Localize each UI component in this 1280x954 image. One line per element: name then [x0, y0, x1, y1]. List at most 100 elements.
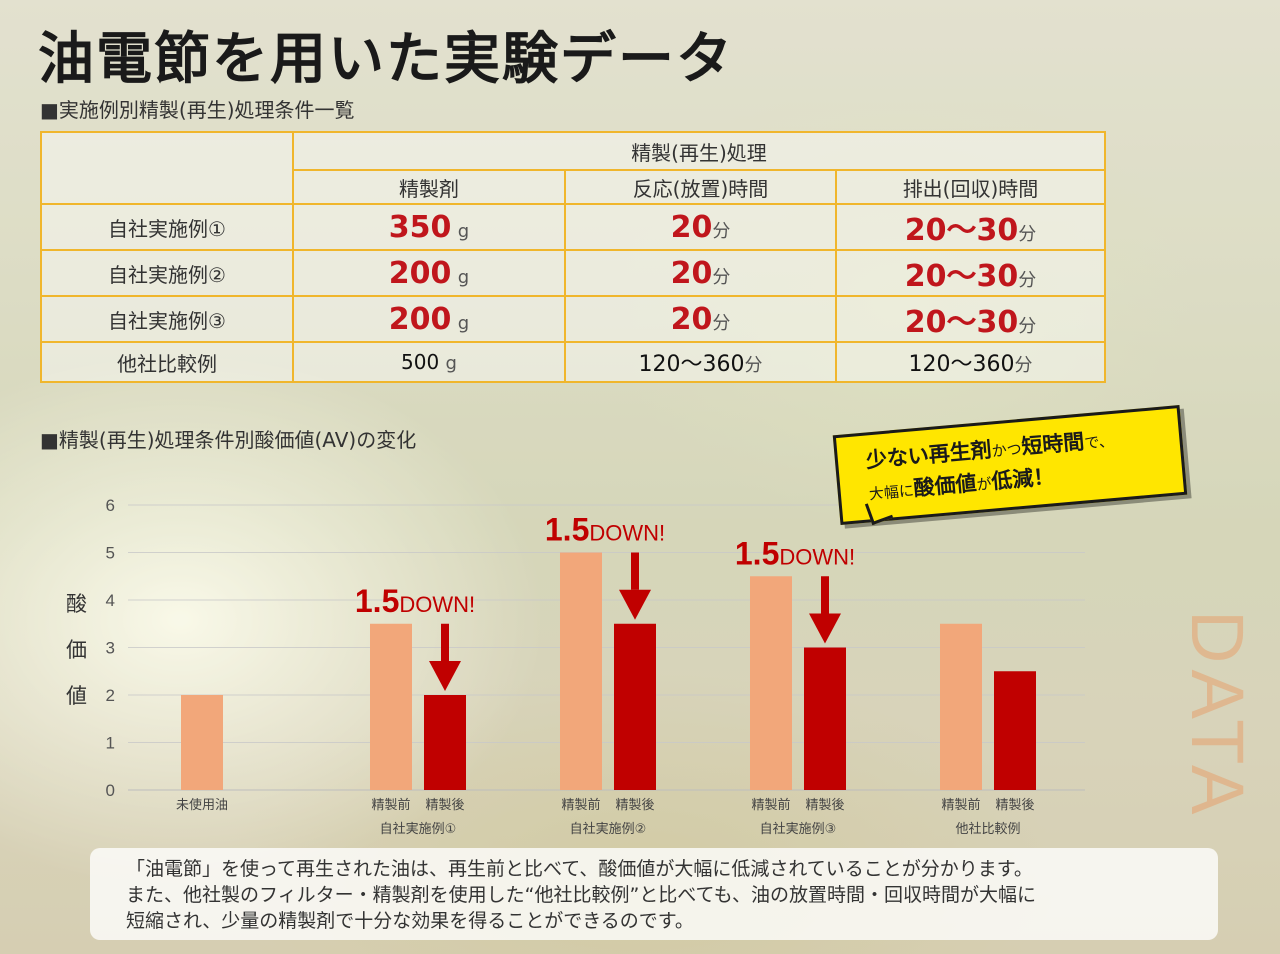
reaction-unit: 分	[744, 355, 763, 376]
discharge-unit: 分	[1018, 224, 1037, 245]
callout-text: 短時間	[1020, 429, 1086, 459]
x-tick-label: 未使用油	[176, 797, 228, 813]
y-tick-label: 1	[106, 734, 115, 753]
callout-text: 酸価値	[912, 471, 978, 501]
discharge-cell: 20〜30分	[835, 249, 1106, 297]
down-arrow-shaft	[441, 623, 449, 661]
y-tick-label: 4	[106, 591, 115, 610]
x-tick-label: 精製後	[805, 798, 844, 813]
group-label: 自社実施例①	[380, 821, 457, 837]
x-tick-label: 精製前	[561, 797, 600, 813]
bar	[994, 671, 1036, 790]
agent-unit: g	[445, 353, 457, 374]
agent-value: 500	[401, 350, 440, 374]
annotation-number: 1.5	[355, 583, 399, 619]
down-arrow-head	[429, 661, 461, 691]
page-title: 油電節を用いた実験データ	[38, 27, 734, 92]
agent-value: 350	[388, 209, 452, 245]
column-header-reaction: 反応(放置)時間	[564, 169, 837, 205]
reaction-value: 20	[670, 301, 713, 337]
row-label: 自社実施例②	[40, 249, 294, 297]
group-label: 自社実施例②	[570, 821, 647, 837]
table-row: 自社実施例③ 200 g 20分 20〜30分	[40, 295, 1106, 343]
agent-unit: g	[457, 312, 470, 334]
annotation-text: DOWN!	[589, 521, 665, 546]
annotation-text: DOWN!	[399, 592, 475, 617]
side-decoration-text: DATA	[1176, 610, 1259, 821]
reaction-cell: 20分	[564, 249, 837, 297]
discharge-unit: 分	[1018, 316, 1037, 337]
row-label: 自社実施例③	[40, 295, 294, 343]
agent-cell: 350 g	[292, 203, 566, 251]
annotation-number: 1.5	[735, 535, 779, 571]
agent-unit: g	[457, 220, 470, 242]
bar	[614, 623, 656, 790]
reaction-unit: 分	[712, 220, 731, 242]
column-header-agent: 精製剤	[292, 169, 566, 205]
table-header-row: 精製(再生)処理	[40, 131, 1106, 205]
reaction-value: 20	[670, 209, 713, 245]
reaction-unit: 分	[712, 266, 731, 288]
agent-value: 200	[388, 255, 452, 291]
x-tick-label: 精製前	[751, 797, 790, 813]
down-arrow-head	[619, 589, 651, 620]
table-section-label: ■実施例別精製(再生)処理条件一覧	[40, 98, 355, 122]
bar	[424, 695, 466, 790]
table-row: 他社比較例 500 g 120〜360分 120〜360分	[40, 341, 1106, 383]
reaction-cell: 120〜360分	[564, 341, 837, 383]
note-line: また、他社製のフィルター・精製剤を使用した“他社比較例”と比べても、油の放置時間…	[126, 884, 1037, 906]
y-tick-label: 2	[106, 686, 115, 705]
x-tick-label: 精製後	[425, 798, 464, 813]
column-header-discharge: 排出(回収)時間	[835, 169, 1106, 205]
table-subheader-row: 精製剤 反応(放置)時間 排出(回収)時間	[41, 169, 1106, 205]
y-tick-label: 5	[106, 544, 115, 563]
bar	[940, 623, 982, 790]
reaction-value: 20	[670, 255, 713, 291]
bar	[370, 623, 412, 790]
bar	[750, 576, 792, 790]
callout-text: が	[975, 474, 993, 494]
discharge-value: 20〜30	[904, 213, 1019, 248]
discharge-cell: 20〜30分	[835, 203, 1106, 251]
row-label: 自社実施例①	[40, 203, 294, 251]
y-axis-label-char: 価	[66, 638, 87, 662]
callout-text: 低減！	[990, 464, 1056, 494]
annotation-text: DOWN!	[779, 544, 855, 569]
annotation-number: 1.5	[545, 512, 589, 548]
agent-cell: 200 g	[292, 295, 566, 343]
reaction-cell: 20分	[564, 203, 837, 251]
discharge-value: 120〜360	[908, 352, 1015, 377]
agent-unit: g	[457, 266, 470, 288]
x-tick-label: 精製前	[371, 797, 410, 813]
discharge-cell: 120〜360分	[835, 341, 1106, 383]
discharge-unit: 分	[1018, 270, 1037, 291]
down-annotation: 1.5DOWN!	[545, 512, 665, 548]
agent-cell: 500 g	[292, 341, 566, 383]
y-tick-label: 6	[106, 496, 115, 515]
group-label: 自社実施例③	[760, 821, 837, 837]
discharge-unit: 分	[1014, 355, 1033, 376]
group-label: 他社比較例	[955, 821, 1020, 837]
y-axis-label-char: 酸	[66, 592, 87, 616]
table-corner-cell	[40, 131, 294, 205]
summary-note: 「油電節」を使って再生された油は、再生前と比べて、酸価値が大幅に低減されているこ…	[90, 848, 1218, 940]
table-row: 自社実施例② 200 g 20分 20〜30分	[40, 249, 1106, 297]
chart-section-label: ■精製(再生)処理条件別酸価値(AV)の変化	[40, 428, 417, 452]
table-group-header: 精製(再生)処理	[292, 131, 1106, 171]
down-arrow-shaft	[821, 576, 829, 614]
y-tick-label: 3	[106, 639, 115, 658]
reaction-unit: 分	[712, 312, 731, 334]
x-tick-label: 精製前	[941, 797, 980, 813]
y-axis-label-char: 値	[66, 684, 87, 708]
reaction-value: 120〜360	[638, 352, 745, 377]
note-line: 「油電節」を使って再生された油は、再生前と比べて、酸価値が大幅に低減されているこ…	[126, 858, 1033, 880]
discharge-cell: 20〜30分	[835, 295, 1106, 343]
down-arrow-shaft	[631, 552, 639, 590]
callout-text: かつ	[990, 439, 1023, 461]
agent-value: 200	[388, 301, 452, 337]
bar	[181, 695, 223, 790]
discharge-value: 20〜30	[904, 259, 1019, 294]
row-label: 他社比較例	[40, 341, 294, 383]
down-arrow-head	[809, 613, 841, 644]
